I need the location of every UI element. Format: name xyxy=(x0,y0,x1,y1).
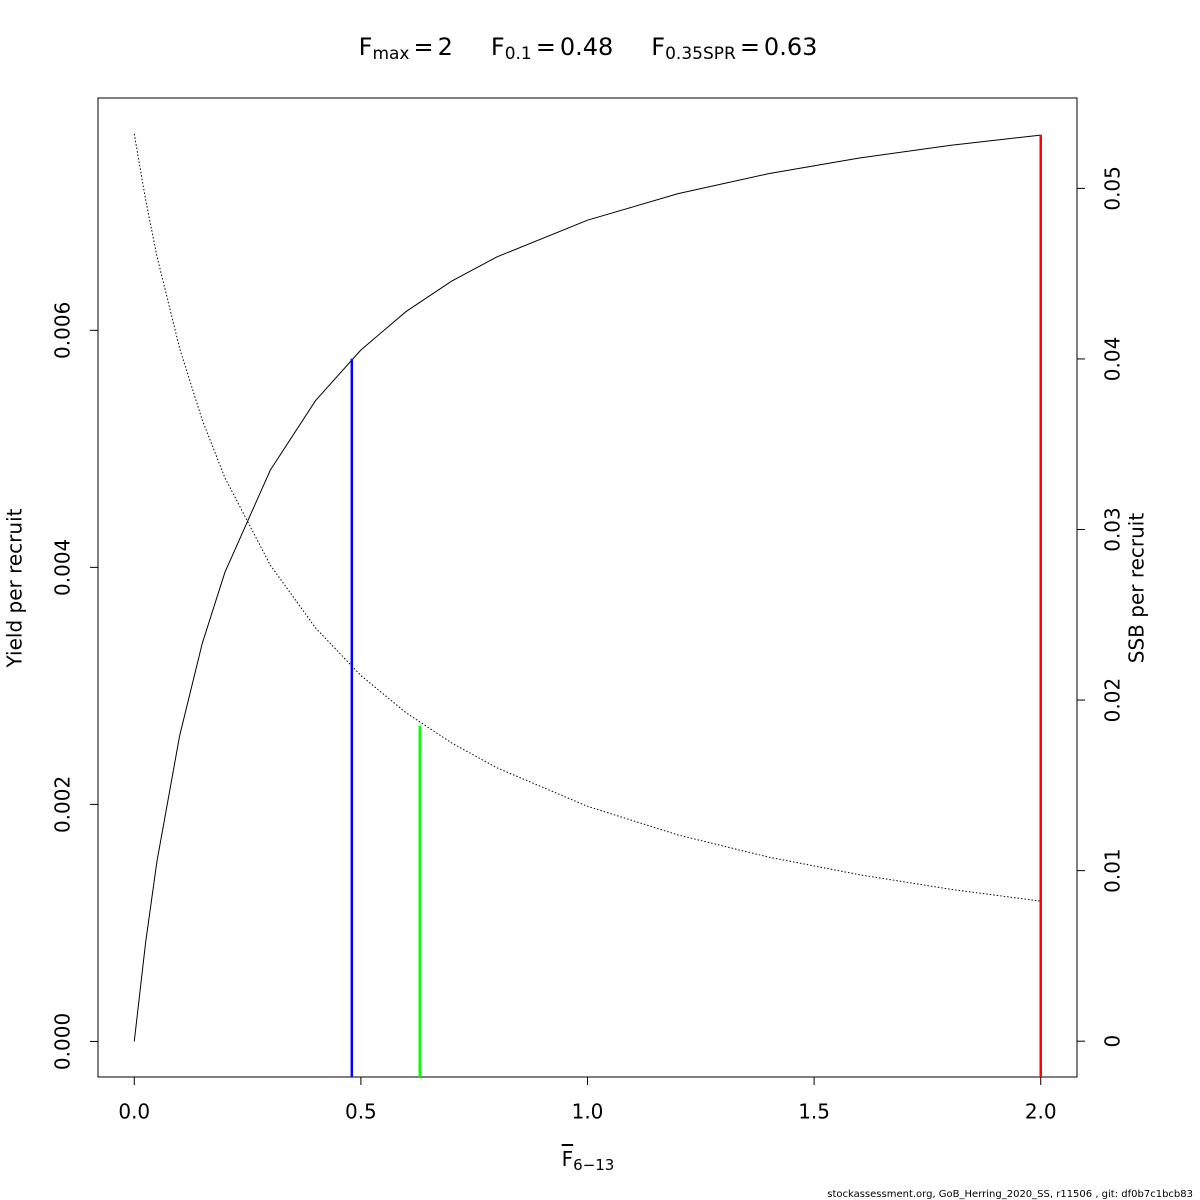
footer: stockassessment.org, GoB_Herring_2020_SS… xyxy=(827,1189,1193,1200)
title-symbol: F xyxy=(651,33,665,61)
y2-tick-label: 0.04 xyxy=(1101,337,1125,382)
plot-frame xyxy=(97,97,1078,1078)
title-value: 0.48 xyxy=(560,33,613,61)
y-tick-label: 0.002 xyxy=(51,776,75,833)
title-relation: = xyxy=(413,33,433,61)
title-symbol: F xyxy=(491,33,505,61)
x-label-subscript: 6−13 xyxy=(573,1156,614,1174)
title-subscript: 0.35SPR xyxy=(665,44,736,64)
title-value: 0.63 xyxy=(764,33,817,61)
y-axis-label: Yield per recruit xyxy=(3,508,27,668)
title-subscript: 0.1 xyxy=(505,44,532,64)
y2-tick-label: 0.02 xyxy=(1101,678,1125,723)
y-tick-label: 0.006 xyxy=(51,302,75,359)
y2-axis-label: SSB per recruit xyxy=(1125,513,1149,664)
y2-tick-label: 0.05 xyxy=(1101,166,1125,211)
y2-tick-label: 0 xyxy=(1101,1035,1125,1048)
chart-title: Fmax = 2 F0.1 = 0.48 F0.35SPR = 0.63 xyxy=(359,33,818,64)
x-tick-label: 2.0 xyxy=(1025,1100,1057,1124)
y2-tick-label: 0.03 xyxy=(1101,507,1125,552)
curve xyxy=(133,133,1041,902)
x-axis-label: F6−13 xyxy=(562,1147,615,1174)
title-relation: = xyxy=(740,33,760,61)
y2-tick-label: 0.01 xyxy=(1101,848,1125,893)
title-value: 2 xyxy=(438,33,453,61)
title-relation: = xyxy=(536,33,556,61)
x-tick-label: 1.5 xyxy=(798,1100,830,1124)
y-tick-label: 0.004 xyxy=(51,539,75,596)
x-label-symbol: F xyxy=(562,1147,574,1171)
title-symbol: F xyxy=(359,33,373,61)
curve xyxy=(133,134,1041,1042)
x-tick-label: 0.5 xyxy=(345,1100,377,1124)
x-tick-label: 0.0 xyxy=(118,1100,150,1124)
y-tick-label: 0.000 xyxy=(51,1013,75,1070)
x-tick-label: 1.0 xyxy=(572,1100,604,1124)
title-subscript: max xyxy=(372,44,409,64)
